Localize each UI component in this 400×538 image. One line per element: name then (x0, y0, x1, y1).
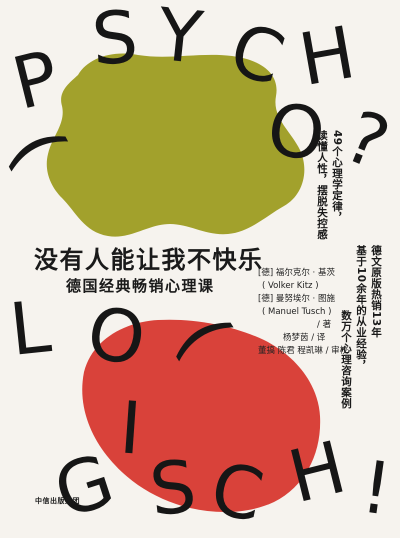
author2-english: ( Manuel Tusch ) (262, 307, 332, 317)
author1-english: ( Volker Kitz ) (262, 281, 319, 291)
tagline-line1: 49个心理学定律， (331, 130, 343, 223)
tagline-line2: 读懂人性，摆脱失控感 (316, 130, 328, 240)
promo-line3: 数万个心理咨询案例 (340, 310, 352, 409)
publisher-name: 中信出版集团 (35, 497, 80, 505)
book-title: 没有人能让我不快乐 (34, 246, 264, 274)
author-role: / 著 (317, 320, 332, 330)
reviewers: 董搞 陈君 程凯琳 / 审校 (258, 346, 349, 356)
author1-chinese: [德] 福尔克尔 · 基茨 (258, 268, 335, 278)
translator: 杨梦茵 / 译 (283, 333, 326, 343)
letter-y: Y (153, 0, 207, 81)
olive-blob (46, 53, 305, 237)
promo-line1: 德文原版热销13年 (370, 245, 382, 338)
letter-s: S (89, 0, 141, 82)
red-blob (82, 319, 321, 512)
letter-s-bottom: S (145, 443, 200, 533)
promo-line2: 基于10余年的从业经验， (355, 245, 367, 371)
book-subtitle: 德国经典畅销心理课 (66, 277, 215, 295)
author2-chinese: [德] 曼努埃尔 · 图施 (258, 294, 335, 304)
letter-l: L (5, 284, 55, 372)
